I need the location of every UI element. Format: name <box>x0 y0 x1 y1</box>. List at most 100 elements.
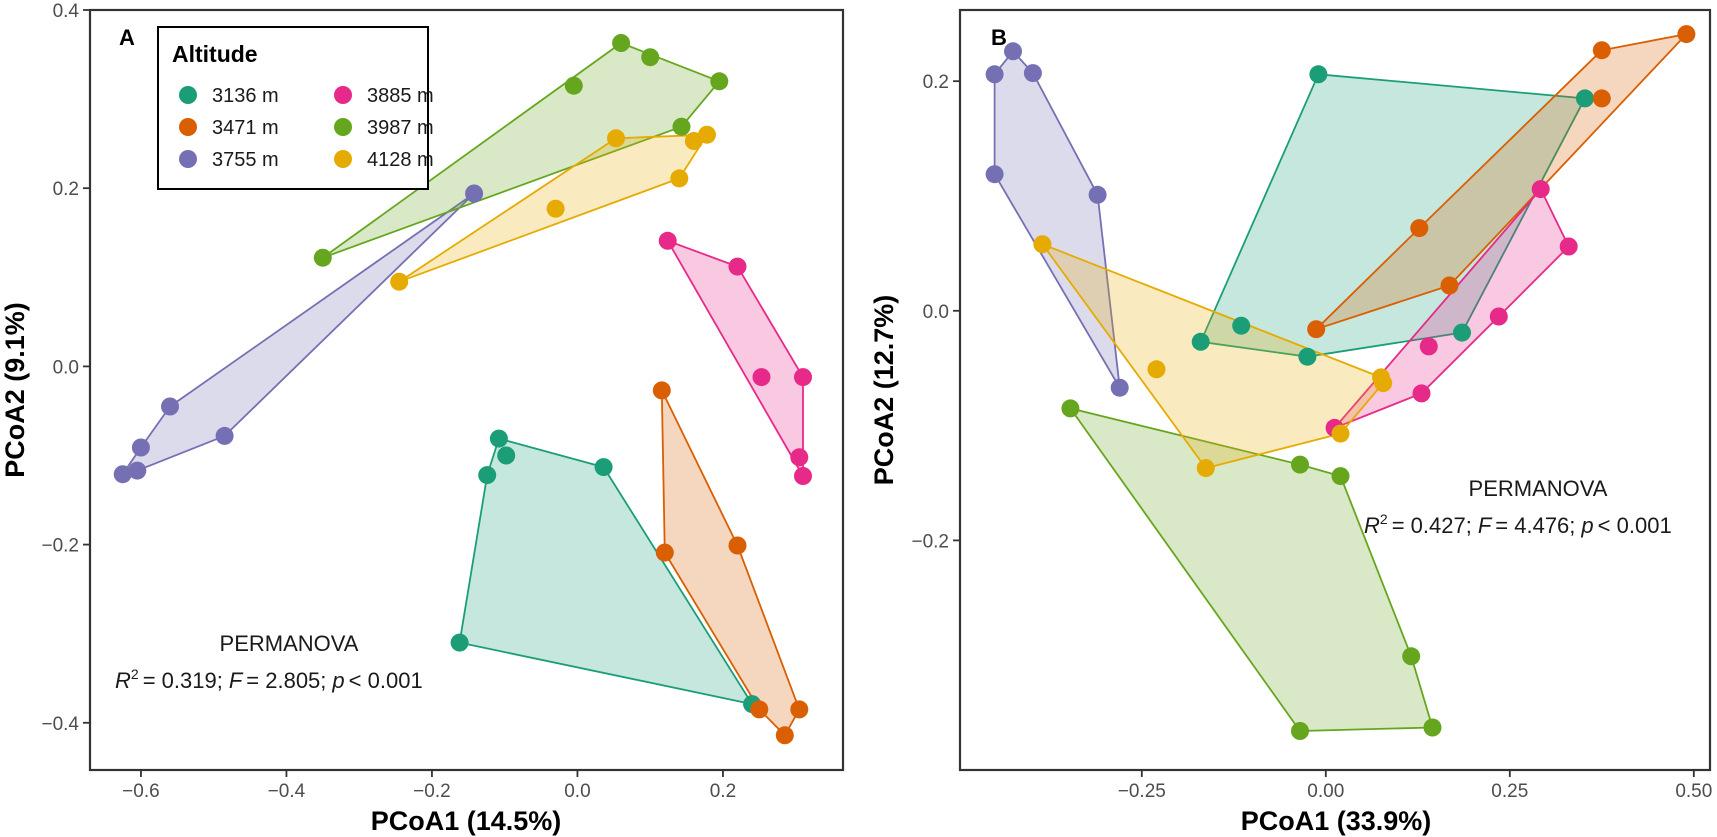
panel-a-point-3885m <box>794 368 812 387</box>
panel-b-point-4128m <box>1033 235 1052 254</box>
panel-b-point-3136m <box>1232 316 1251 335</box>
legend-title: Altitude <box>172 41 258 67</box>
panel-b-x-tick-label: 0.25 <box>1491 781 1528 802</box>
panel-b-point-3885m <box>1531 180 1550 199</box>
panel-b-hulls <box>993 33 1688 732</box>
panel-b-point-3755m <box>1088 185 1107 204</box>
panel-b-letter: B <box>991 25 1007 50</box>
panel-b-hull-3471m <box>1315 33 1688 331</box>
panel-a-letter: A <box>119 25 135 50</box>
panel-a-y-ticks: −0.4 −0.2 0.0 0.2 0.4 <box>41 1 90 735</box>
panel-b-x-axis-title: PCoA1 (33.9%) <box>1241 806 1432 836</box>
panel-a-point-4128m <box>546 199 565 218</box>
panel-a-y-tick-label: 0.0 <box>53 357 79 378</box>
legend-key-3987m <box>334 118 352 136</box>
panel-b-point-3755m <box>985 65 1004 84</box>
panel-a-x-ticks: −0.6 −0.4 −0.2 0.0 0.2 <box>122 770 736 802</box>
panel-a-point-3471m <box>728 536 747 555</box>
legend-key-3471m <box>179 118 197 136</box>
legend-entries: 3136 m 3471 m 3755 m 3885 m 3987 m 4128 m <box>179 85 434 171</box>
panel-b-point-3885m <box>1419 337 1438 356</box>
panel-b-permanova-stats: R2 = 0.427; F = 4.476; p < 0.001 <box>1364 511 1672 538</box>
panel-b-point-3136m <box>1575 89 1594 108</box>
panel-a-point-3755m <box>215 426 234 445</box>
panel-b-point-3755m <box>985 165 1004 184</box>
panel-a-x-tick-label: 0.2 <box>710 781 736 802</box>
panel-b-x-tick-label: 0.50 <box>1675 781 1712 802</box>
panel-a-point-3755m <box>131 438 150 457</box>
panel-b-permanova: PERMANOVA R2 = 0.427; F = 4.476; p < 0.001 <box>1364 476 1672 538</box>
panel-b-point-4128m <box>1374 374 1393 393</box>
panel-b-point-3471m <box>1440 276 1459 295</box>
panel-b-y-tick-label: 0.0 <box>923 302 949 323</box>
panel-a-point-3987m <box>564 76 583 95</box>
panel-a-y-tick-label: −0.2 <box>41 536 79 557</box>
panel-b-point-3987m <box>1291 455 1309 474</box>
panel-b-hull-4128m <box>1041 243 1385 470</box>
panel-a-point-3885m <box>658 231 677 250</box>
panel-a-point-3471m <box>655 543 674 562</box>
panel-a-point-3987m <box>612 34 631 52</box>
panel-a-permanova-stats: R2 = 0.319; F = 2.805; p < 0.001 <box>115 666 423 693</box>
panel-a-point-3136m <box>594 458 613 477</box>
panel-b-point-4128m <box>1331 424 1350 443</box>
panel-a-x-tick-label: −0.4 <box>268 781 306 802</box>
panel-b-point-3136m <box>1298 347 1317 366</box>
legend-label-3755m: 3755 m <box>212 149 279 171</box>
panel-a-point-3987m <box>672 117 691 136</box>
panel-b-x-ticks: −0.25 0.00 0.25 0.50 <box>1118 770 1712 802</box>
panel-a-point-3987m <box>313 248 332 267</box>
panel-a-point-3471m <box>790 700 809 719</box>
panel-b-point-4128m <box>1196 459 1215 478</box>
panel-b-point-3755m <box>1023 64 1042 83</box>
panel-a-point-3471m <box>652 381 671 400</box>
panel-b-x-tick-label: 0.00 <box>1307 781 1344 802</box>
panel-a-point-4128m <box>670 169 689 188</box>
panel-b: −0.25 0.00 0.25 0.50 −0.2 0.0 0.2 B PCoA1 (33… <box>869 8 1712 836</box>
legend-label-4128m: 4128 m <box>367 149 434 171</box>
panel-a-point-3471m <box>750 700 769 719</box>
panel-a-y-tick-label: −0.4 <box>41 714 79 735</box>
panel-a-point-3885m <box>728 257 747 276</box>
panel-b-point-4128m <box>1147 360 1166 379</box>
panel-b-points <box>985 25 1696 740</box>
panel-a-y-axis-title: PCoA2 (9.1%) <box>0 302 30 478</box>
panel-a-point-3136m <box>478 466 497 485</box>
panel-a-y-tick-label: 0.2 <box>53 179 79 200</box>
panel-a: −0.6 −0.4 −0.2 0.0 0.2 −0.4 −0.2 0.0 0.2 0.4 A P… <box>0 1 845 836</box>
panel-a-points <box>113 34 812 745</box>
panel-a-point-4128m <box>698 125 716 144</box>
panel-a-hull-3755m <box>121 192 476 476</box>
panel-b-point-3471m <box>1677 25 1696 44</box>
panel-b-point-3987m <box>1402 647 1421 666</box>
panel-a-frame <box>88 8 845 772</box>
panel-b-point-3755m <box>1110 378 1129 397</box>
panel-b-hull-3136m <box>1199 73 1586 358</box>
panel-b-point-3136m <box>1453 323 1471 342</box>
panel-a-x-tick-label: 0.0 <box>564 781 590 802</box>
panel-b-point-3471m <box>1410 219 1429 238</box>
panel-b-frame <box>958 8 1712 772</box>
panel-a-point-3136m <box>450 633 469 652</box>
panel-b-x-tick-label: −0.25 <box>1118 781 1166 802</box>
panel-b-y-tick-label: −0.2 <box>911 531 949 552</box>
panel-b-point-3136m <box>1309 65 1328 84</box>
panel-b-point-3471m <box>1307 320 1326 339</box>
panel-a-point-3471m <box>775 726 794 745</box>
legend: Altitude 3136 m 3471 m 3755 m 3885 m 3987 m 4… <box>157 26 434 190</box>
panel-b-point-3987m <box>1423 718 1442 737</box>
panel-a-permanova-title: PERMANOVA <box>220 631 359 656</box>
panel-b-point-3885m <box>1412 384 1431 403</box>
panel-a-point-3755m <box>465 184 484 203</box>
panel-a-point-3987m <box>641 48 660 67</box>
legend-box <box>157 26 429 190</box>
panel-a-point-4128m <box>390 272 409 291</box>
panel-a-hull-3136m <box>458 437 753 705</box>
panel-a-point-3755m <box>113 465 132 484</box>
legend-label-3987m: 3987 m <box>367 117 434 139</box>
panel-b-y-axis-title: PCoA2 (12.7%) <box>869 295 899 486</box>
legend-key-3755m <box>179 150 197 168</box>
legend-key-3136m <box>179 86 197 104</box>
panel-b-point-3471m <box>1592 41 1611 60</box>
